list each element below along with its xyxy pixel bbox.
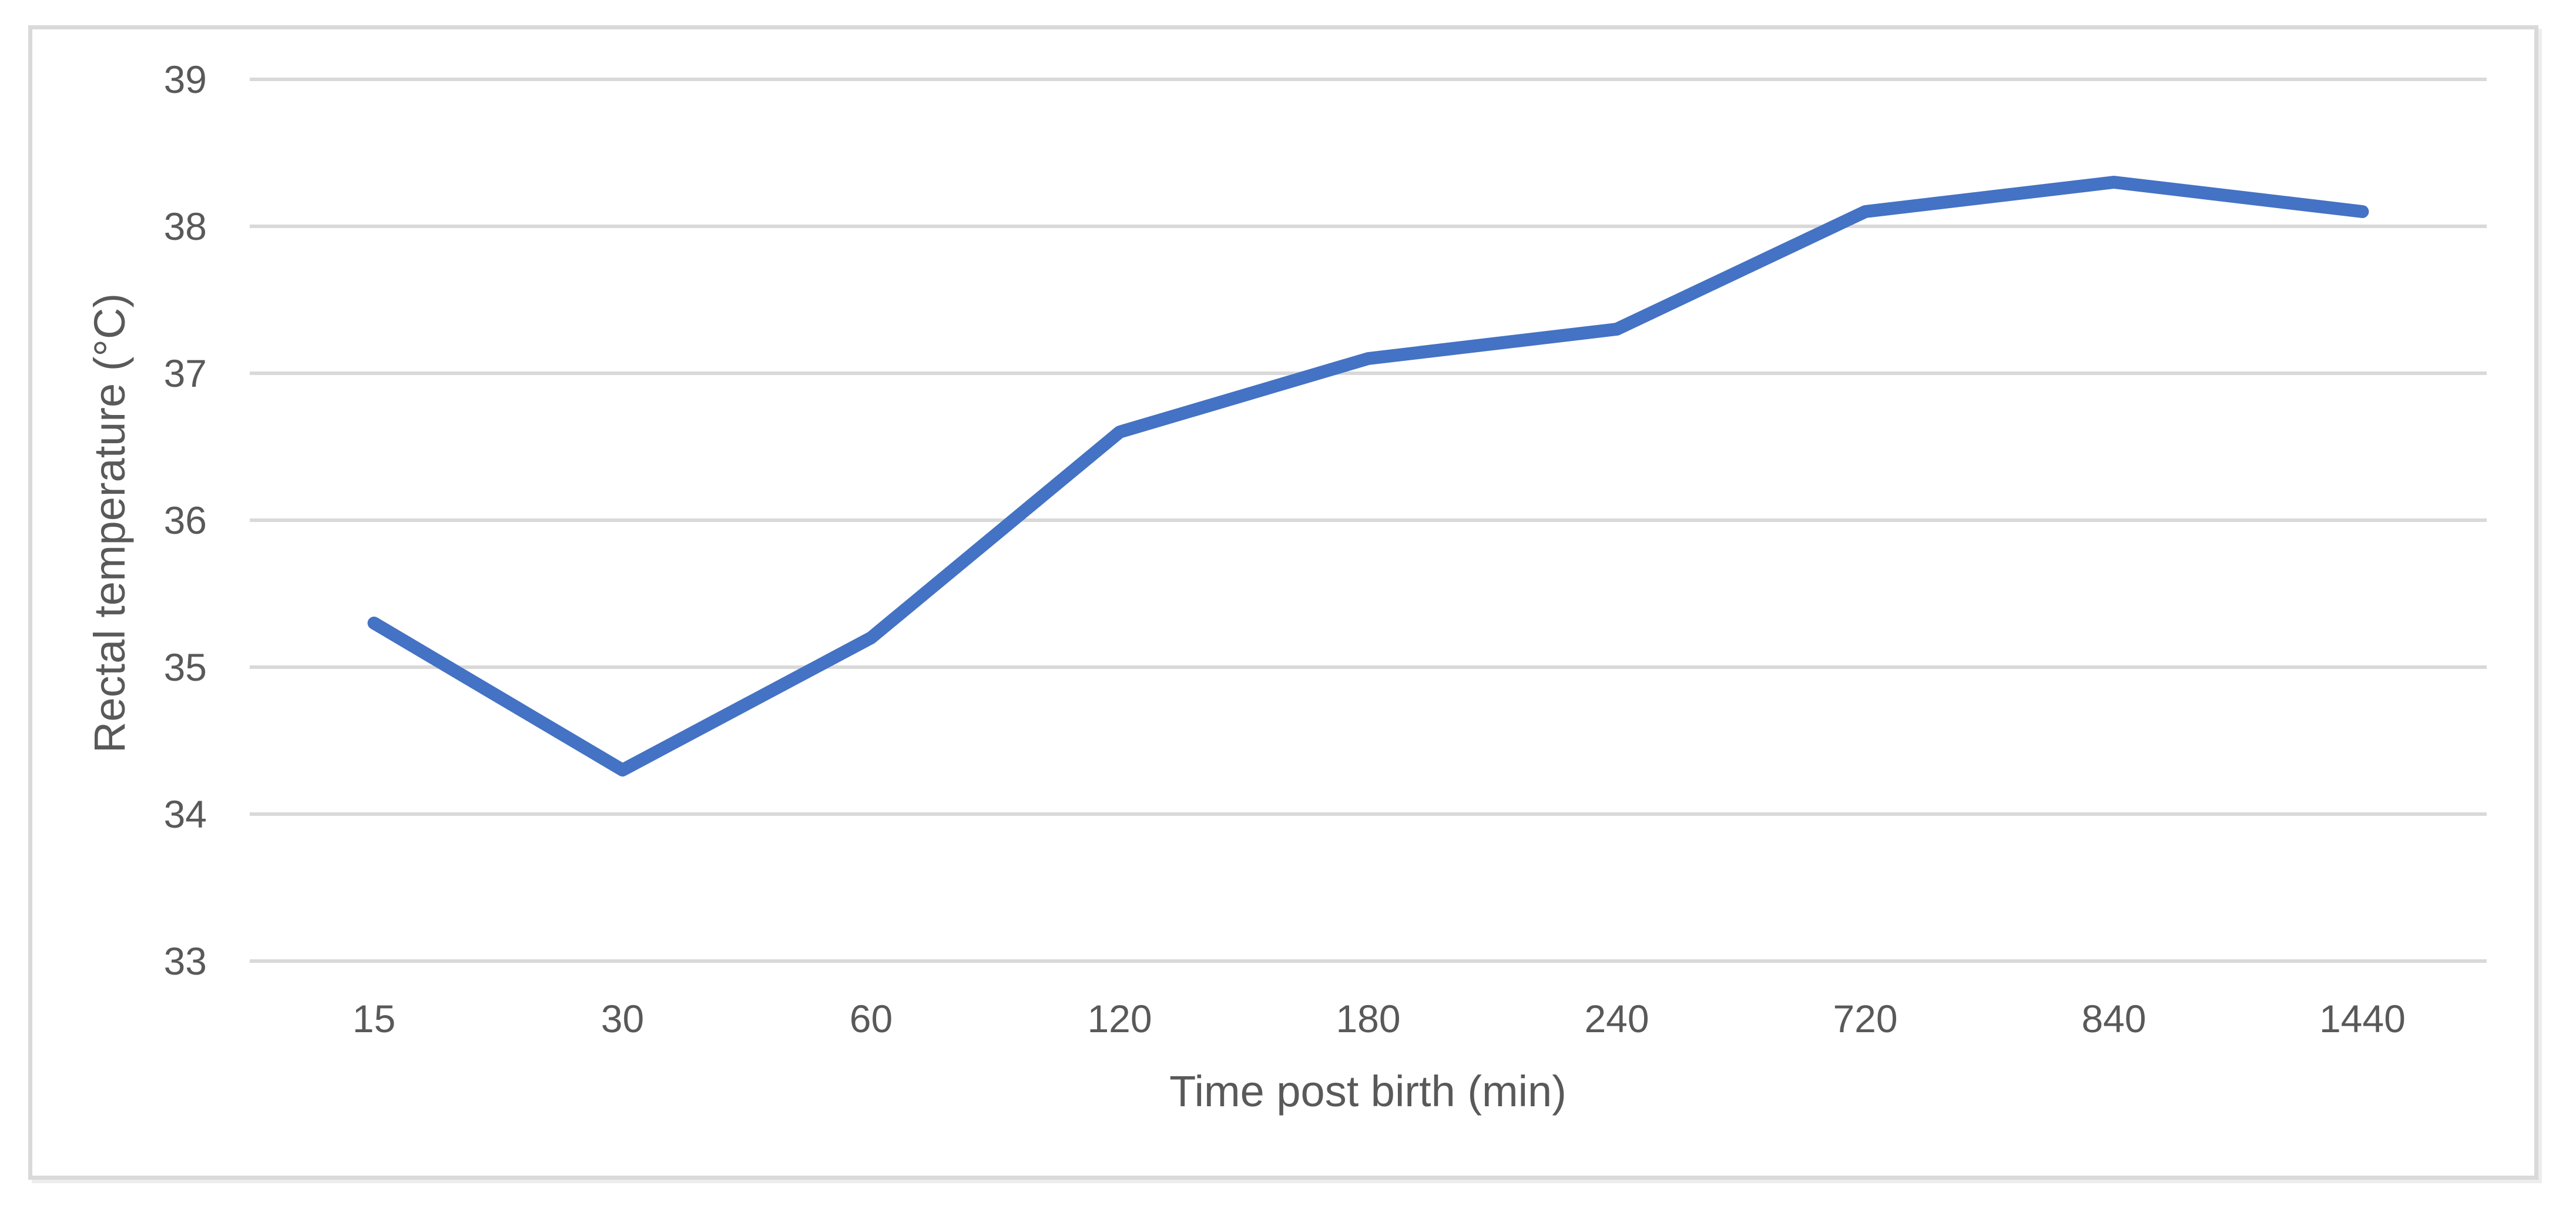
x-tick-label: 720 xyxy=(1833,997,1897,1040)
x-tick-label: 240 xyxy=(1584,997,1649,1040)
x-tick-label: 180 xyxy=(1336,997,1400,1040)
y-axis-title: Rectal temperature (°C) xyxy=(85,293,134,753)
x-tick-label: 60 xyxy=(850,997,893,1040)
chart-outer-border xyxy=(28,25,2538,1180)
temperature-line-series xyxy=(367,176,2369,776)
y-axis-tick-labels: 39 38 37 36 35 34 33 xyxy=(164,58,207,983)
y-tick-label: 33 xyxy=(164,939,207,983)
y-tick-label: 36 xyxy=(164,498,207,542)
y-tick-label: 35 xyxy=(164,645,207,689)
x-axis-title: Time post birth (min) xyxy=(1169,1067,1567,1116)
x-tick-label: 30 xyxy=(601,997,644,1040)
y-tick-label: 39 xyxy=(164,58,207,101)
y-tick-label: 34 xyxy=(164,792,207,836)
data-series xyxy=(367,176,2369,776)
x-tick-label: 15 xyxy=(353,997,395,1040)
x-axis-tick-labels: 15 30 60 120 180 240 720 840 1440 xyxy=(353,997,2406,1040)
y-tick-label: 38 xyxy=(164,205,207,248)
x-tick-label: 120 xyxy=(1087,997,1152,1040)
y-tick-label: 37 xyxy=(164,352,207,395)
x-tick-label: 840 xyxy=(2081,997,2146,1040)
x-tick-label: 1440 xyxy=(2319,997,2406,1040)
gridlines xyxy=(250,78,2487,963)
